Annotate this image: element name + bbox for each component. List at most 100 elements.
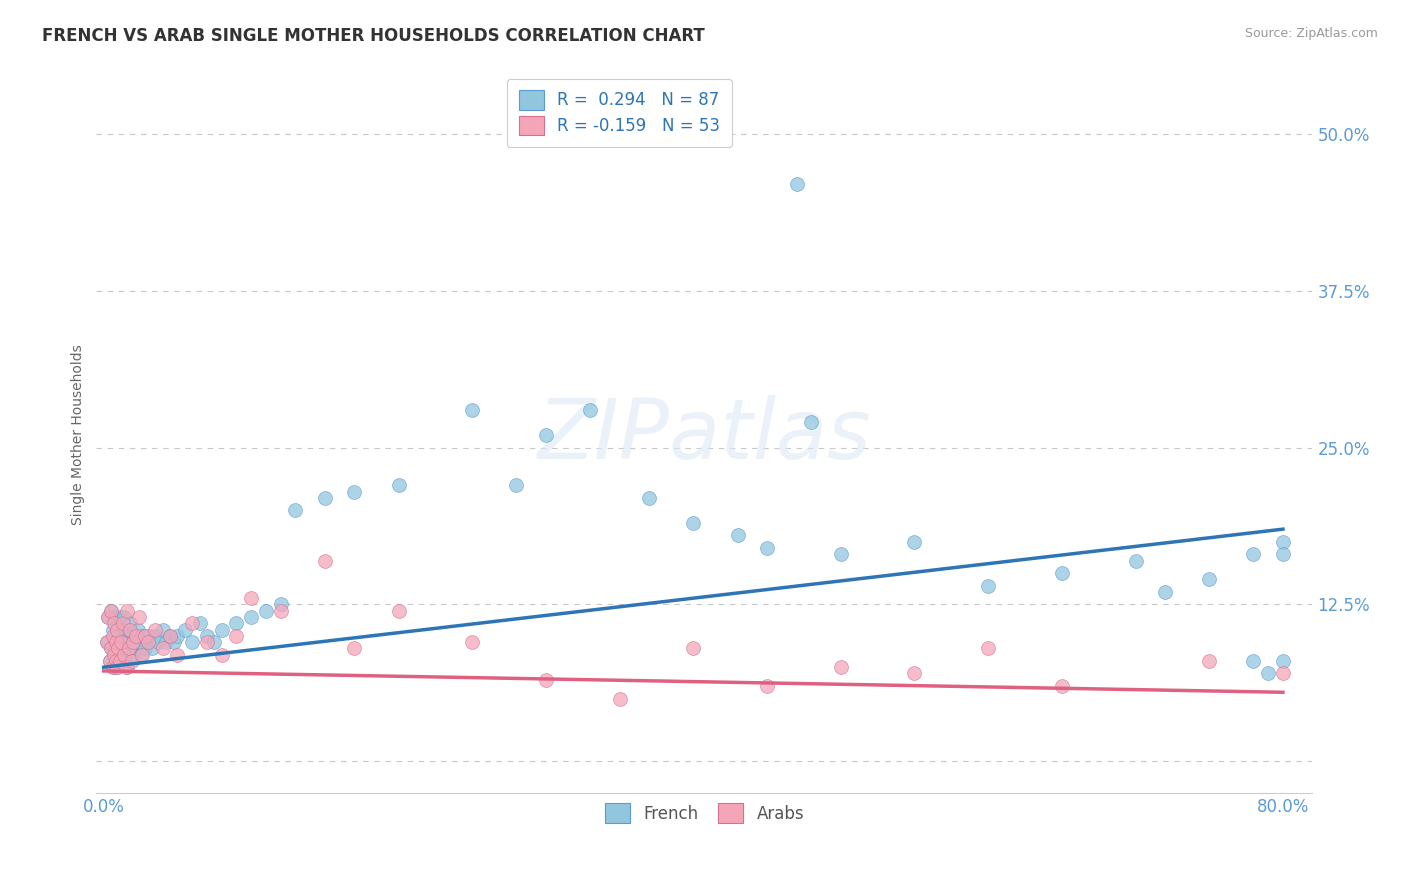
Point bbox=[108, 629, 131, 643]
Point bbox=[107, 616, 129, 631]
Point bbox=[254, 604, 277, 618]
Point bbox=[120, 623, 142, 637]
Point bbox=[111, 623, 134, 637]
Point bbox=[112, 648, 135, 662]
Point bbox=[110, 610, 132, 624]
Point bbox=[100, 604, 122, 618]
Point bbox=[977, 641, 1000, 656]
Point bbox=[188, 616, 211, 631]
Point bbox=[136, 635, 159, 649]
Point bbox=[117, 635, 139, 649]
Point bbox=[110, 635, 132, 649]
Point bbox=[195, 629, 218, 643]
Point bbox=[122, 648, 145, 662]
Point bbox=[225, 629, 247, 643]
Point bbox=[101, 629, 124, 643]
Point bbox=[111, 654, 134, 668]
Point bbox=[103, 641, 125, 656]
Point bbox=[107, 641, 129, 656]
Point bbox=[105, 660, 128, 674]
Point bbox=[1271, 666, 1294, 681]
Point bbox=[97, 610, 120, 624]
Text: Source: ZipAtlas.com: Source: ZipAtlas.com bbox=[1244, 27, 1378, 40]
Point bbox=[682, 641, 704, 656]
Point bbox=[96, 635, 118, 649]
Point bbox=[131, 648, 153, 662]
Point bbox=[118, 623, 141, 637]
Point bbox=[314, 491, 336, 505]
Text: ZIPatlas: ZIPatlas bbox=[537, 394, 872, 475]
Point bbox=[125, 641, 148, 656]
Point bbox=[682, 516, 704, 530]
Point bbox=[100, 641, 122, 656]
Point bbox=[138, 629, 160, 643]
Point bbox=[202, 635, 225, 649]
Point bbox=[1257, 666, 1279, 681]
Point bbox=[1243, 654, 1265, 668]
Point bbox=[977, 579, 1000, 593]
Point bbox=[314, 553, 336, 567]
Point bbox=[387, 604, 409, 618]
Point bbox=[786, 177, 808, 191]
Point bbox=[387, 478, 409, 492]
Point bbox=[105, 660, 128, 674]
Point bbox=[120, 616, 142, 631]
Point bbox=[127, 623, 149, 637]
Point bbox=[104, 654, 127, 668]
Point bbox=[609, 691, 631, 706]
Point bbox=[143, 629, 166, 643]
Point bbox=[101, 623, 124, 637]
Text: FRENCH VS ARAB SINGLE MOTHER HOUSEHOLDS CORRELATION CHART: FRENCH VS ARAB SINGLE MOTHER HOUSEHOLDS … bbox=[42, 27, 704, 45]
Point bbox=[97, 610, 120, 624]
Point bbox=[1125, 553, 1147, 567]
Point bbox=[195, 635, 218, 649]
Point bbox=[1198, 572, 1220, 586]
Point bbox=[270, 598, 292, 612]
Point bbox=[125, 629, 148, 643]
Point bbox=[121, 635, 143, 649]
Point bbox=[181, 635, 204, 649]
Point bbox=[122, 635, 145, 649]
Point bbox=[225, 616, 247, 631]
Point bbox=[114, 648, 136, 662]
Point bbox=[1050, 679, 1073, 693]
Point bbox=[903, 534, 925, 549]
Y-axis label: Single Mother Households: Single Mother Households bbox=[72, 344, 86, 525]
Point bbox=[152, 641, 174, 656]
Point bbox=[155, 635, 177, 649]
Point bbox=[173, 623, 195, 637]
Point bbox=[756, 541, 779, 555]
Point bbox=[121, 654, 143, 668]
Point bbox=[100, 641, 122, 656]
Point bbox=[240, 591, 263, 606]
Point bbox=[118, 641, 141, 656]
Point bbox=[132, 635, 155, 649]
Point bbox=[120, 641, 142, 656]
Point bbox=[124, 629, 146, 643]
Point bbox=[159, 629, 181, 643]
Point bbox=[98, 654, 121, 668]
Point bbox=[111, 616, 134, 631]
Point bbox=[100, 604, 122, 618]
Point bbox=[903, 666, 925, 681]
Point bbox=[105, 623, 128, 637]
Point bbox=[101, 660, 124, 674]
Point bbox=[343, 641, 366, 656]
Point bbox=[1154, 585, 1177, 599]
Point bbox=[756, 679, 779, 693]
Point bbox=[104, 635, 127, 649]
Point bbox=[461, 403, 484, 417]
Point bbox=[270, 604, 292, 618]
Point bbox=[103, 616, 125, 631]
Point bbox=[134, 629, 156, 643]
Point bbox=[112, 641, 135, 656]
Point bbox=[1198, 654, 1220, 668]
Point bbox=[505, 478, 527, 492]
Point bbox=[830, 547, 852, 561]
Point bbox=[131, 629, 153, 643]
Point bbox=[1271, 534, 1294, 549]
Point bbox=[152, 623, 174, 637]
Point bbox=[114, 629, 136, 643]
Point bbox=[1243, 547, 1265, 561]
Point bbox=[579, 403, 602, 417]
